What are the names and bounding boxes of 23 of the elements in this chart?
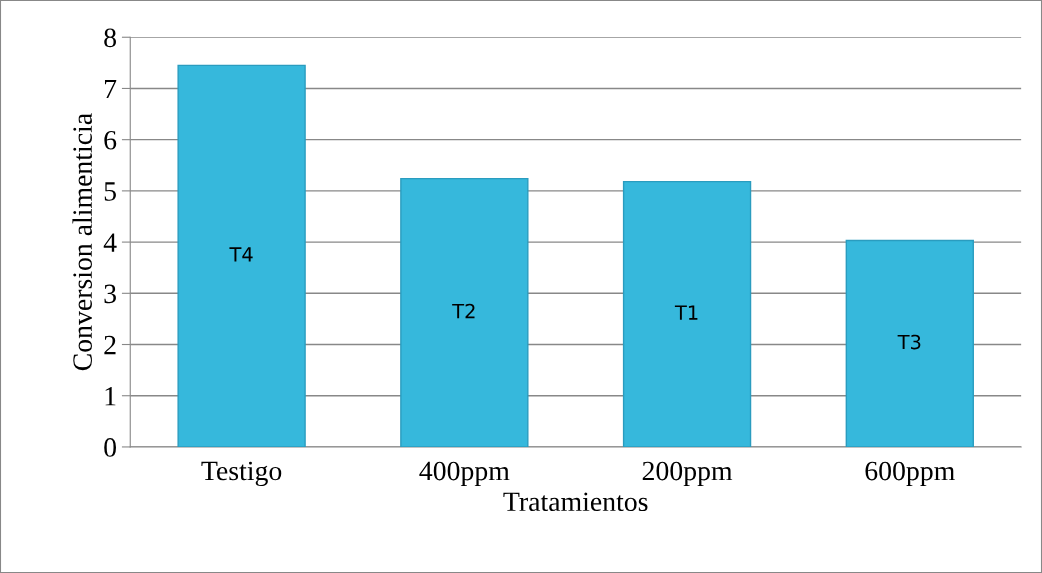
annotation: T1 xyxy=(674,305,698,320)
y-tick-label: 5 xyxy=(104,182,116,201)
x-tick-label: 600ppm xyxy=(865,461,955,487)
y-tick-label: 7 xyxy=(105,79,117,99)
bar xyxy=(845,239,974,447)
annotation: T4 xyxy=(229,247,253,262)
bar xyxy=(177,64,306,447)
bar xyxy=(400,177,529,447)
y-axis-title: Conversion alimenticia xyxy=(72,113,92,371)
bar xyxy=(622,180,752,447)
y-tick-label: 2 xyxy=(104,335,116,355)
annotation: T2 xyxy=(452,303,475,319)
y-tick-label: 4 xyxy=(103,233,117,252)
y-tick-label: 8 xyxy=(104,28,116,48)
annotation: T3 xyxy=(897,334,921,350)
y-tick-label: 6 xyxy=(104,130,117,150)
y-tick-label: 0 xyxy=(104,438,116,457)
x-tick-label: Testigo xyxy=(201,461,282,487)
x-tick-label: 400ppm xyxy=(419,461,510,487)
x-axis-title: Tratamientos xyxy=(503,492,648,512)
x-tick-label: 200ppm xyxy=(642,461,733,487)
y-tick-label: 1 xyxy=(105,387,116,406)
y-tick-label: 3 xyxy=(104,284,116,304)
